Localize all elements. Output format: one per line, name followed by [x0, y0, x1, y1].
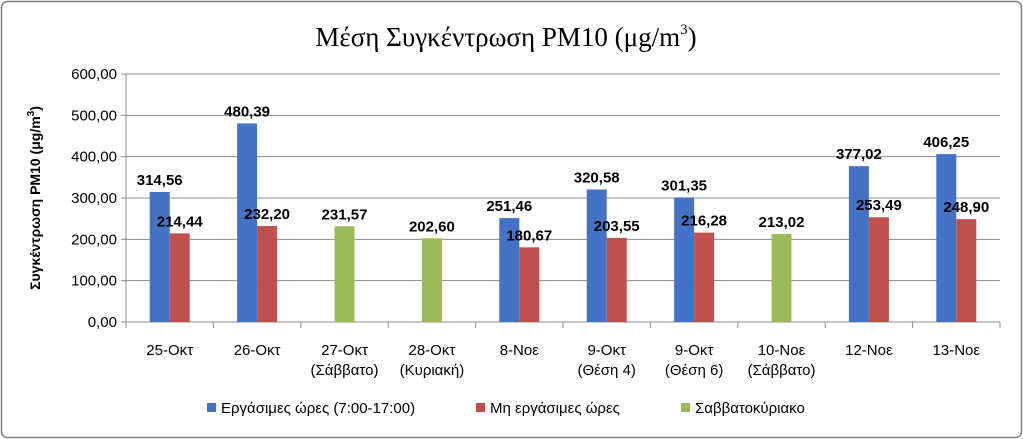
x-tick-label: 9-Οκτ — [675, 342, 714, 359]
x-tick-label: 26-Οκτ — [234, 342, 281, 359]
y-tick-label: 300,00 — [71, 190, 117, 207]
data-label: 232,20 — [244, 206, 290, 223]
x-tick-label: 8-Νοε — [500, 342, 540, 359]
bar — [674, 197, 695, 322]
legend-label: Μη εργάσιμες ώρες — [490, 400, 620, 417]
x-tick-label-secondary: (Κυριακή) — [400, 362, 465, 379]
chart-title-superscript: 3 — [680, 22, 688, 38]
x-tick-label: 12-Νοε — [845, 342, 893, 359]
x-tick-label-secondary: (Σάββατο) — [311, 362, 379, 379]
legend-swatch — [207, 403, 216, 412]
legend: Εργάσιμες ώρες (7:00-17:00) Μη εργάσιμες … — [207, 400, 805, 417]
y-axis-label-main: Συγκέντρωση PM10 (μg/m — [27, 116, 43, 290]
data-label: 180,67 — [506, 227, 552, 244]
x-tick-label: 10-Νοε — [758, 342, 806, 359]
x-tick-label-secondary: (Σάββατο) — [748, 362, 816, 379]
legend-swatch — [681, 403, 690, 412]
legend-label: Σαββατοκύριακο — [695, 400, 805, 417]
data-label: 203,55 — [594, 218, 640, 235]
y-tick-label: 0,00 — [88, 314, 117, 331]
bar — [936, 154, 957, 322]
data-label: 213,02 — [759, 214, 805, 231]
x-tick-label-secondary: (Θέση 4) — [577, 362, 635, 379]
legend-label: Εργάσιμες ώρες (7:00-17:00) — [221, 400, 415, 417]
data-labels: 314,56 214,44 480,39 232,20 231,57 202,60 251,… — [137, 103, 989, 244]
bar — [519, 247, 540, 322]
data-label: 202,60 — [409, 218, 455, 235]
bar — [956, 219, 977, 322]
data-label: 320,58 — [574, 169, 620, 186]
y-axis-label-superscript: 3 — [26, 110, 37, 116]
y-tick-label: 500,00 — [71, 107, 117, 124]
bar — [606, 237, 627, 322]
bar — [257, 226, 278, 322]
x-tick-label: 27-Οκτ — [321, 342, 368, 359]
chart-title-main: Μέση Συγκέντρωση PM10 (μg/m — [315, 22, 680, 52]
chart-title: Μέση Συγκέντρωση PM10 (μg/m3) — [315, 22, 696, 52]
x-tick-label: 9-Οκτ — [587, 342, 626, 359]
data-label: 248,90 — [943, 199, 989, 216]
bar — [169, 233, 190, 322]
x-tick-label-secondary: (Θέση 6) — [665, 362, 723, 379]
y-axis-label: Συγκέντρωση PM10 (μg/m3) — [26, 106, 43, 290]
x-tick-label: 28-Οκτ — [409, 342, 456, 359]
y-axis-label-suffix: ) — [27, 106, 43, 111]
data-label: 251,46 — [486, 198, 532, 215]
bar — [771, 233, 792, 322]
y-tick-label: 600,00 — [71, 66, 117, 83]
x-tick-label: 25-Οκτ — [146, 342, 193, 359]
bar — [499, 218, 520, 322]
y-tick-label: 100,00 — [71, 273, 117, 290]
bar — [237, 123, 258, 322]
data-label: 301,35 — [661, 177, 707, 194]
x-tick-label: 13-Νοε — [933, 342, 981, 359]
data-label: 216,28 — [681, 213, 727, 230]
bar — [334, 226, 355, 322]
chart-title-suffix: ) — [688, 22, 697, 52]
bar — [149, 191, 170, 322]
data-label: 214,44 — [157, 213, 204, 230]
y-tick-labels: 0,00 100,00 200,00 300,00 400,00 500,00 600,00 — [71, 66, 117, 331]
bar — [694, 232, 715, 322]
bar — [421, 238, 442, 322]
bar — [586, 189, 607, 322]
y-tick-label: 200,00 — [71, 231, 117, 248]
x-tick-labels: 25-Οκτ 26-Οκτ 27-Οκτ (Σάββατο) 28-Οκτ (Κυριακ… — [146, 342, 980, 379]
bar — [868, 217, 889, 322]
data-label: 480,39 — [224, 103, 270, 120]
bars — [149, 123, 977, 322]
data-label: 377,02 — [836, 146, 882, 163]
data-label: 231,57 — [322, 206, 368, 223]
data-label: 253,49 — [856, 197, 902, 214]
bar — [848, 166, 869, 322]
legend-swatch — [476, 403, 485, 412]
data-label: 314,56 — [137, 172, 183, 189]
y-tick-label: 400,00 — [71, 149, 117, 166]
data-label: 406,25 — [923, 134, 969, 151]
